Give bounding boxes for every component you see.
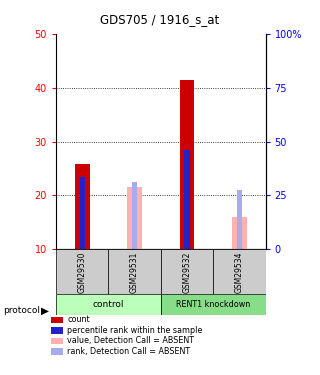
Bar	[237, 190, 242, 249]
Bar	[132, 182, 137, 249]
Text: GDS705 / 1916_s_at: GDS705 / 1916_s_at	[100, 13, 220, 26]
Text: rank, Detection Call = ABSENT: rank, Detection Call = ABSENT	[67, 347, 190, 356]
Text: protocol: protocol	[3, 306, 40, 315]
Text: value, Detection Call = ABSENT: value, Detection Call = ABSENT	[67, 336, 194, 345]
Text: GSM29532: GSM29532	[182, 251, 191, 292]
Bar	[75, 164, 90, 249]
Text: GSM29530: GSM29530	[78, 251, 87, 292]
Text: ▶: ▶	[42, 306, 49, 315]
Text: GSM29531: GSM29531	[130, 251, 139, 292]
Bar	[108, 249, 161, 294]
Text: percentile rank within the sample: percentile rank within the sample	[67, 326, 203, 335]
Bar	[180, 80, 194, 249]
Bar	[127, 188, 142, 249]
Text: count: count	[67, 315, 90, 324]
Bar	[80, 177, 85, 249]
Bar	[232, 217, 247, 249]
Bar	[161, 249, 213, 294]
Text: RENT1 knockdown: RENT1 knockdown	[176, 300, 250, 309]
Bar	[56, 294, 161, 315]
Bar	[161, 294, 266, 315]
Bar	[184, 150, 190, 249]
Bar	[56, 249, 108, 294]
Text: GSM29534: GSM29534	[235, 251, 244, 292]
Bar	[213, 249, 266, 294]
Text: control: control	[93, 300, 124, 309]
